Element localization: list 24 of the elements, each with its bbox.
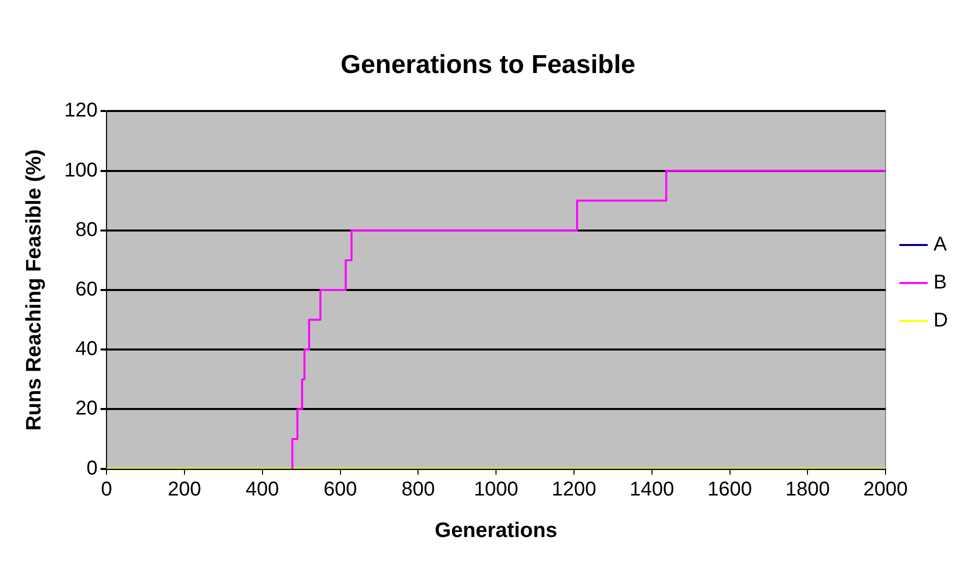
legend-label: D [934, 310, 948, 332]
x-tick-label: 600 [324, 478, 357, 500]
x-tick-label: 800 [401, 478, 435, 500]
y-tick-label: 40 [75, 338, 98, 360]
y-tick-label: 120 [64, 100, 98, 122]
legend-label: B [934, 272, 947, 294]
x-tick-label: 1800 [785, 478, 830, 500]
y-tick-label: 80 [75, 218, 98, 241]
x-tick-label: 0 [101, 478, 112, 500]
y-tick-label: 20 [75, 398, 98, 420]
y-tick-label: 100 [64, 159, 98, 182]
chart-title: Generations to Feasible [340, 48, 636, 79]
x-tick-label: 400 [246, 478, 280, 500]
y-tick-label: 60 [75, 278, 98, 301]
x-tick-label: 2000 [863, 478, 908, 500]
y-axis-title: Runs Reaching Feasible (%) [22, 149, 46, 431]
x-tick-label: 1200 [552, 478, 596, 500]
x-axis-title: Generations [434, 519, 558, 542]
x-tick-label: 1400 [630, 478, 674, 500]
x-tick-label: 1600 [708, 478, 752, 500]
x-tick-label: 1000 [474, 478, 518, 500]
y-tick-label: 0 [86, 457, 98, 480]
legend-label: A [934, 234, 948, 256]
x-tick-label: 200 [168, 478, 202, 500]
